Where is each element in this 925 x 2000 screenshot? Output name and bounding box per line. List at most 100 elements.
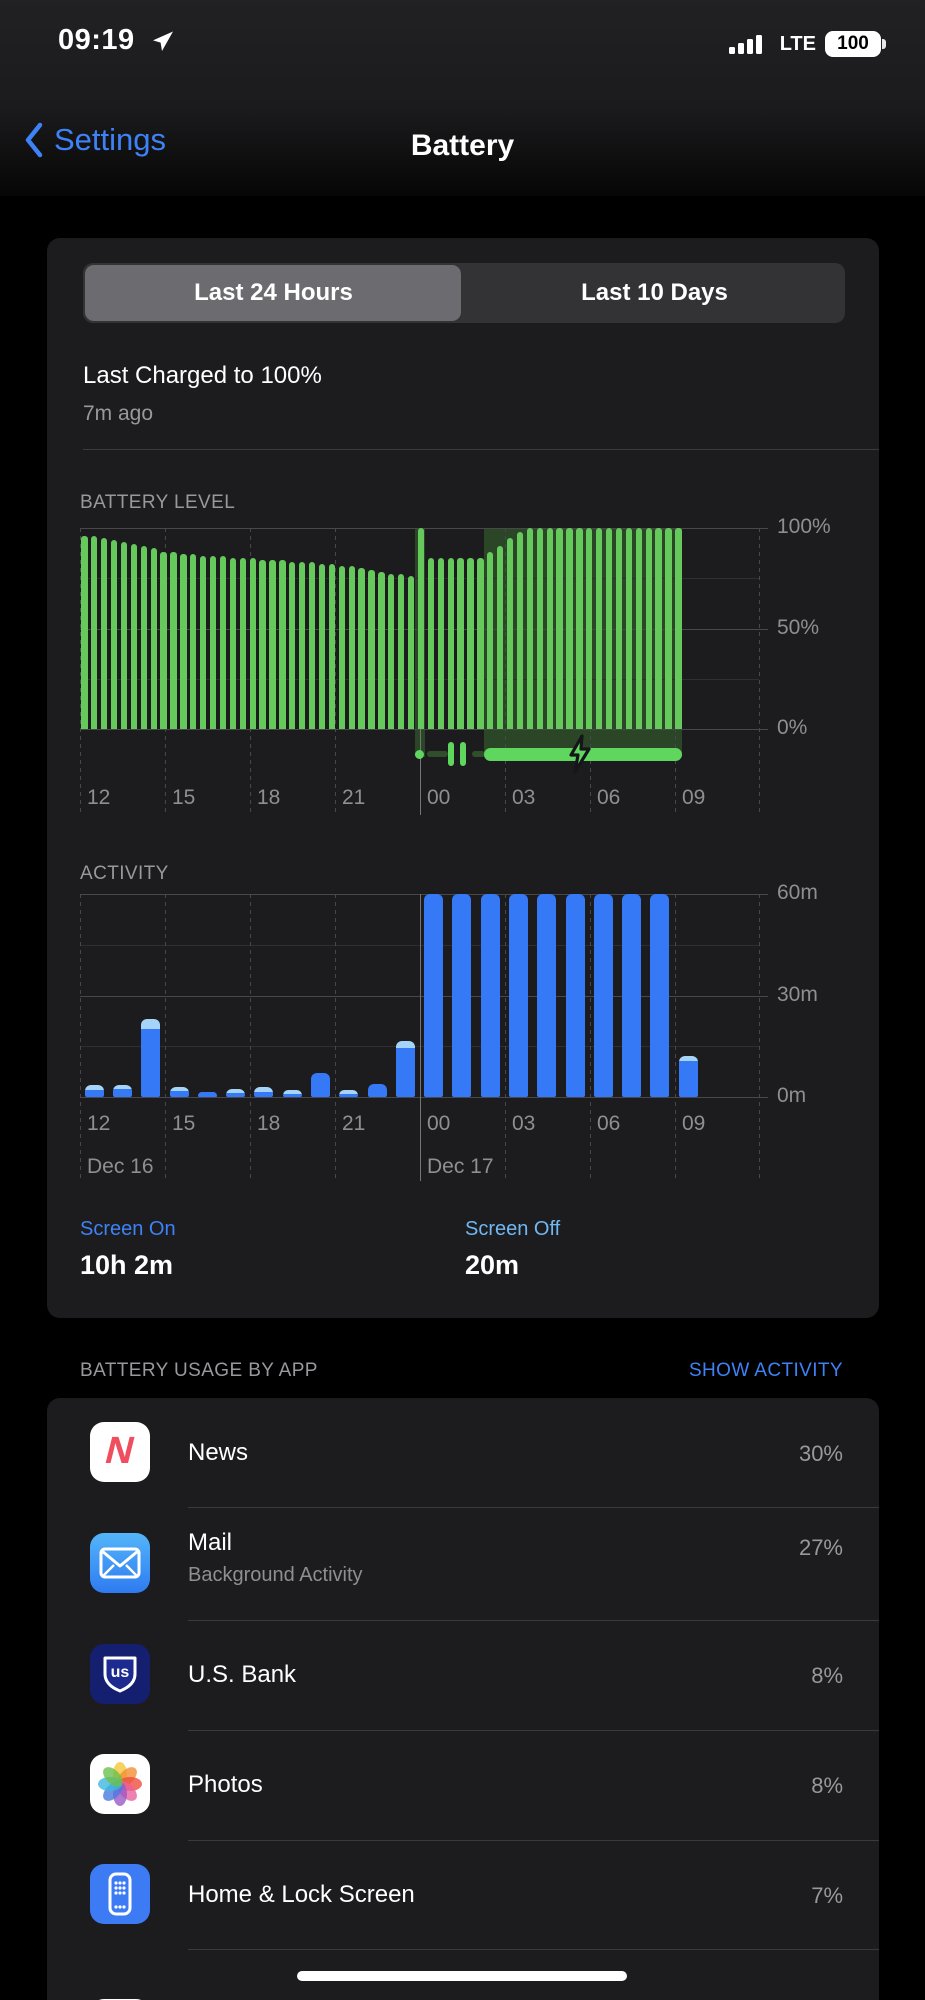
activity-bar[interactable] [197,1091,217,1097]
battery-level-bar[interactable] [487,552,494,729]
battery-level-bar[interactable] [417,528,425,729]
battery-level-bar[interactable] [160,552,167,729]
activity-bar[interactable] [622,894,642,1097]
app-row[interactable]: Photos 8% [47,1730,879,1840]
battery-level-bar[interactable] [576,528,583,729]
battery-level-bar[interactable] [328,564,336,729]
battery-level-bar[interactable] [635,528,642,729]
battery-level-bar[interactable] [536,528,543,729]
battery-level-bar[interactable] [101,538,108,729]
battery-level-bar[interactable] [110,540,118,729]
battery-level-bar[interactable] [506,538,514,729]
app-row[interactable]: us U.S. Bank 8% [47,1620,879,1730]
gridline-v [420,894,421,1181]
battery-level-chart[interactable]: 100% 50% 0% 12 15 18 21 00 03 06 09 [80,515,880,828]
app-row[interactable]: N News 30% [47,1398,879,1507]
battery-level-bar[interactable] [675,528,682,729]
battery-level-bar[interactable] [368,570,375,729]
activity-bar[interactable] [84,1085,104,1097]
battery-level-bar[interactable] [150,548,157,729]
activity-bar[interactable] [395,1041,415,1097]
battery-level-bar[interactable] [219,556,227,729]
y-axis-label: 60m [777,881,818,904]
battery-level-bar[interactable] [427,558,435,729]
battery-level-bar[interactable] [318,564,326,729]
gridline-h [80,1097,768,1098]
battery-level-bar[interactable] [596,528,603,729]
battery-level-bar[interactable] [447,558,454,729]
battery-level-bar[interactable] [388,574,395,729]
battery-level-bar[interactable] [625,528,633,729]
battery-level-bar[interactable] [299,562,306,729]
activity-bar[interactable] [452,894,472,1097]
battery-level-bar[interactable] [308,562,316,729]
battery-level-bar[interactable] [497,546,504,729]
battery-level-bar[interactable] [180,554,187,729]
battery-level-bar[interactable] [279,560,286,729]
battery-level-bar[interactable] [398,574,405,729]
activity-bar[interactable] [650,894,670,1097]
activity-bar[interactable] [141,1019,161,1097]
tab-last-24-hours[interactable]: Last 24 Hours [194,279,353,306]
battery-level-bar[interactable] [239,558,246,729]
battery-level-bar[interactable] [516,532,524,729]
battery-level-bar[interactable] [586,528,593,729]
activity-bar[interactable] [310,1073,330,1097]
activity-bar[interactable] [593,894,613,1097]
app-row[interactable]: Home & Lock Screen 7% [47,1840,879,1949]
activity-bar[interactable] [112,1085,132,1097]
battery-level-bar[interactable] [467,558,474,729]
battery-level-bar[interactable] [130,544,138,729]
battery-level-bar[interactable] [526,528,534,729]
battery-level-bar[interactable] [437,558,444,729]
battery-level-bar[interactable] [378,572,385,729]
battery-level-bar[interactable] [91,536,98,729]
activity-bar[interactable] [565,894,585,1097]
battery-level-bar[interactable] [477,558,484,729]
battery-level-bar[interactable] [615,528,623,729]
battery-level-bar[interactable] [249,558,256,729]
back-button[interactable]: Settings [24,122,166,158]
activity-bar[interactable] [424,894,444,1097]
battery-level-bar[interactable] [209,556,217,729]
battery-level-bar[interactable] [665,528,672,729]
battery-level-bar[interactable] [200,556,207,729]
battery-level-bar[interactable] [338,566,345,729]
activity-bar[interactable] [254,1086,274,1097]
activity-chart[interactable]: 60m 30m 0m 12 15 18 21 00 03 06 09 Dec 16 Dec 17 [80,881,880,1194]
battery-level-bar[interactable] [259,560,266,729]
battery-level-bar[interactable] [140,546,147,729]
battery-level-bar[interactable] [556,528,563,729]
x-axis-label: 09 [682,786,706,809]
activity-bar[interactable] [537,894,557,1097]
activity-bar[interactable] [480,894,500,1097]
app-row[interactable]: Mail Background Activity 27% [47,1507,879,1620]
battery-level-bar[interactable] [457,558,464,729]
battery-level-bar[interactable] [81,536,88,729]
show-activity-button[interactable]: SHOW ACTIVITY [688,1360,843,1381]
battery-level-bar[interactable] [269,560,276,729]
activity-bar[interactable] [509,894,528,1097]
battery-level-bar[interactable] [645,528,652,729]
battery-level-bar[interactable] [546,528,553,729]
activity-bar[interactable] [339,1090,359,1097]
battery-level-bar[interactable] [358,568,365,729]
tab-last-10-days[interactable]: Last 10 Days [581,279,728,306]
battery-level-bar[interactable] [120,542,128,729]
battery-level-bar[interactable] [190,554,197,729]
screen-on-segment [339,1094,359,1097]
activity-bar[interactable] [169,1086,189,1097]
battery-level-bar[interactable] [566,528,573,729]
battery-level-bar[interactable] [170,552,177,729]
activity-bar[interactable] [678,1056,698,1097]
battery-level-bar[interactable] [605,528,613,729]
activity-bar[interactable] [282,1090,302,1097]
battery-level-bar[interactable] [407,576,415,729]
battery-level-bar[interactable] [655,528,662,729]
battery-level-bar[interactable] [229,558,237,729]
battery-level-bar[interactable] [348,566,355,729]
activity-bar[interactable] [226,1088,246,1097]
home-indicator[interactable] [297,1971,627,1981]
battery-level-bar[interactable] [289,562,296,729]
activity-bar[interactable] [367,1083,387,1097]
